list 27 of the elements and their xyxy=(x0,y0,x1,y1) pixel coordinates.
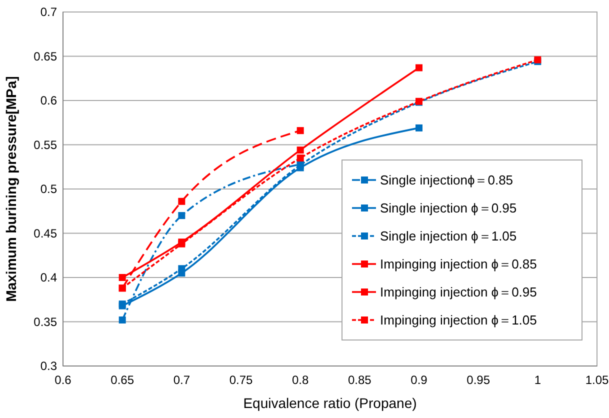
legend-label: Single injection ϕ＝1.05 xyxy=(380,228,517,244)
y-tick-label: 0.55 xyxy=(34,138,58,152)
y-tick-label: 0.5 xyxy=(40,182,58,196)
y-tick-label: 0.3 xyxy=(40,359,58,374)
y-tick-label: 0.6 xyxy=(40,94,58,108)
legend-label: Impinging injection ϕ＝0.85 xyxy=(380,256,537,272)
x-tick-label: 1.05 xyxy=(585,373,609,387)
x-tick-label: 1 xyxy=(534,373,542,387)
x-tick-label: 0.6 xyxy=(54,373,72,387)
x-tick-label: 0.8 xyxy=(292,373,309,387)
legend-label: Single injectionϕ＝0.85 xyxy=(380,172,514,188)
y-axis-title: Maximum burining pressure[MPa] xyxy=(3,76,19,302)
y-tick-label: 0.35 xyxy=(34,314,58,329)
x-tick-label: 0.9 xyxy=(410,373,428,387)
y-tick-label: 0.7 xyxy=(40,5,58,20)
y-tick-label: 0.4 xyxy=(40,270,58,285)
x-tick-label: 0.65 xyxy=(110,373,134,387)
legend-label: Impinging injection ϕ＝0.95 xyxy=(380,284,537,300)
x-tick-label: 0.7 xyxy=(173,373,190,387)
legend-label: Single injection ϕ＝0.95 xyxy=(380,200,517,216)
y-tick-label: 0.65 xyxy=(34,49,58,64)
x-tick-label: 0.75 xyxy=(229,373,253,387)
legend-label: Impinging injection ϕ＝1.05 xyxy=(380,312,537,328)
x-tick-label: 0.95 xyxy=(466,373,490,387)
x-axis-title: Equivalence ratio (Propane) xyxy=(243,395,417,411)
x-tick-label: 0.85 xyxy=(348,373,372,387)
y-tick-label: 0.45 xyxy=(34,226,58,240)
